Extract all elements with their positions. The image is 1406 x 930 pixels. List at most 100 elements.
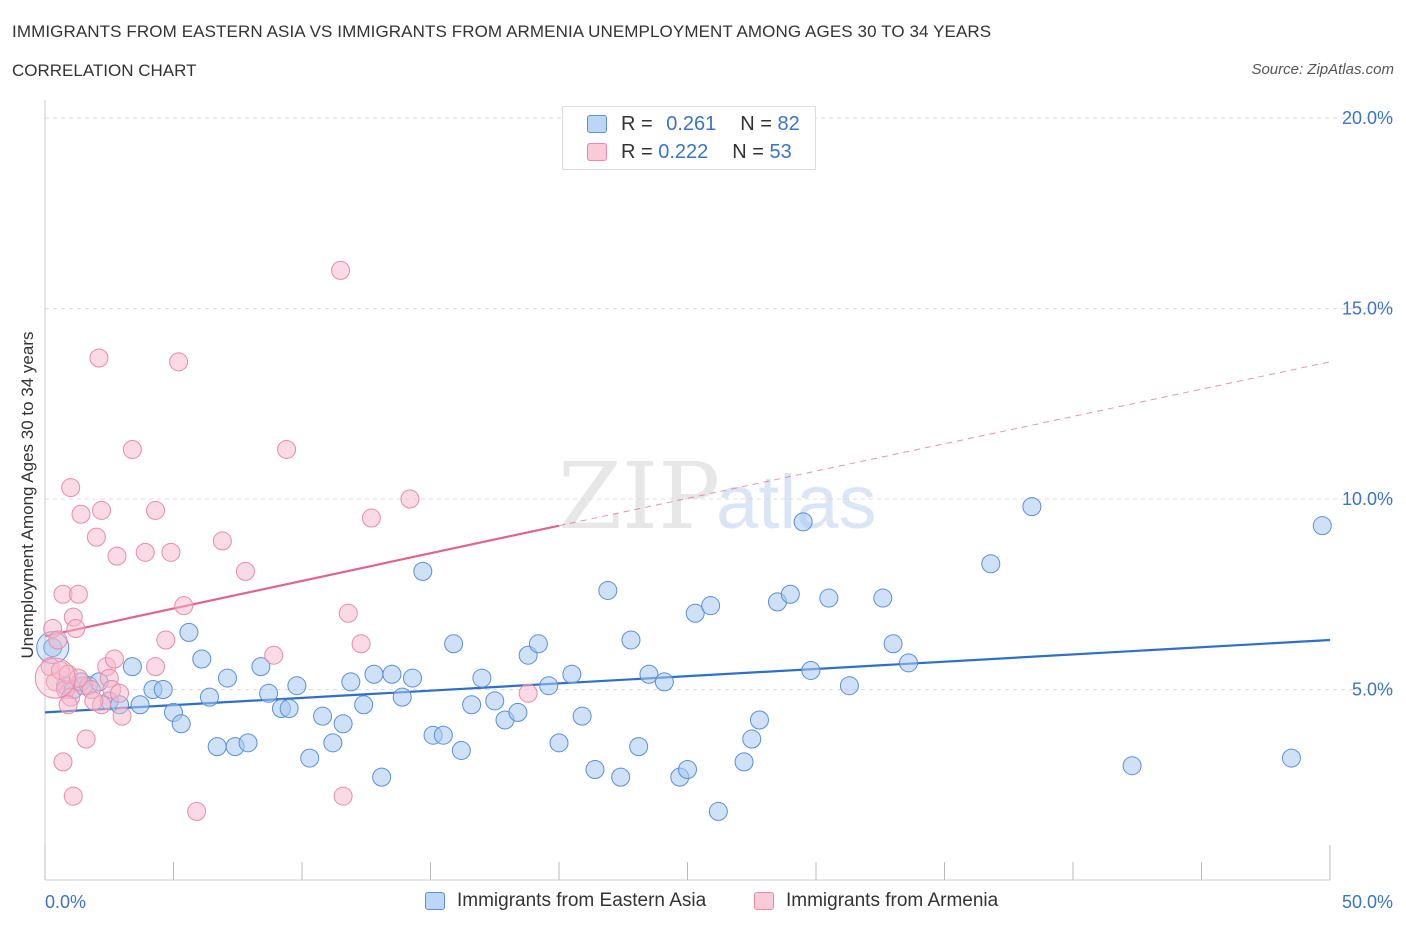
data-point-armenia (112, 706, 132, 726)
data-point-armenia (400, 489, 420, 509)
watermark-atlas: atlas (716, 460, 877, 545)
r-value: 0.222 (658, 140, 709, 163)
data-point-eastern-asia (364, 664, 384, 684)
data-point-eastern-asia (1022, 497, 1042, 517)
data-point-armenia (156, 630, 176, 650)
data-point-armenia (146, 657, 166, 677)
data-point-eastern-asia (585, 760, 605, 780)
data-point-eastern-asia (819, 588, 839, 608)
data-point-eastern-asia (621, 630, 641, 650)
data-point-armenia-cluster (34, 657, 76, 699)
data-point-eastern-asia (372, 767, 392, 787)
n-label: N = (740, 112, 772, 135)
data-point-eastern-asia (678, 760, 697, 780)
data-point-armenia (68, 668, 88, 688)
data-point-eastern-asia (708, 801, 728, 821)
data-point-armenia (169, 352, 189, 372)
data-point-eastern-asia (354, 695, 374, 715)
data-point-armenia (71, 504, 91, 524)
data-point-eastern-asia (279, 699, 299, 719)
data-point-eastern-asia (734, 752, 754, 772)
data-point-armenia (333, 786, 353, 806)
r-value: 0.261 (666, 112, 717, 135)
legend-item-eastern-asia: Immigrants from Eastern Asia (425, 890, 706, 912)
data-point-eastern-asia (300, 748, 320, 768)
data-point-eastern-asia (749, 710, 769, 730)
data-point-eastern-asia (238, 733, 258, 753)
axes (44, 100, 1331, 881)
data-point-eastern-asia (639, 664, 659, 684)
data-point-armenia (110, 683, 130, 703)
data-point-armenia (63, 786, 83, 806)
data-point-eastern-asia (462, 695, 482, 715)
legend-stats: R = 0.261 N = 82 R = 0.222 N = 53 (562, 106, 816, 170)
trend-lines (44, 361, 1331, 714)
data-point-eastern-asia (217, 668, 237, 688)
data-point-armenia (92, 500, 112, 520)
data-point-eastern-asia (251, 657, 271, 677)
x-tick-label: 0.0% (45, 892, 86, 912)
legend-stats-row-armenia: R = 0.222 N = 53 (587, 141, 792, 163)
data-point-eastern-asia (572, 706, 592, 726)
data-point-armenia (146, 500, 166, 520)
legend-label: Immigrants from Armenia (786, 890, 999, 911)
data-point-armenia (187, 801, 207, 821)
data-point-armenia (58, 695, 78, 715)
data-point-armenia (331, 260, 351, 280)
data-point-armenia (264, 645, 284, 665)
data-point-eastern-asia (839, 676, 859, 696)
grid-lines (45, 117, 1395, 690)
legend-swatch-pink (587, 143, 607, 161)
data-point-eastern-asia (780, 584, 800, 604)
data-point-eastern-asia (539, 676, 559, 696)
data-point-eastern-asia (259, 683, 279, 703)
y-tick-label: 10.0% (1342, 489, 1393, 509)
series-armenia (34, 260, 538, 821)
data-point-eastern-asia (122, 657, 142, 677)
data-point-armenia (66, 619, 86, 639)
data-point-eastern-asia (433, 725, 453, 745)
r-label: R = (621, 140, 653, 163)
data-point-eastern-asia (287, 676, 307, 696)
legend-stats-row-eastern-asia: R = 0.261 N = 82 (587, 113, 800, 135)
data-point-eastern-asia (1122, 756, 1142, 776)
data-point-eastern-asia (793, 512, 813, 532)
data-point-armenia (107, 546, 127, 566)
data-point-armenia (277, 439, 297, 459)
data-point-armenia (174, 596, 194, 616)
data-point-eastern-asia (313, 706, 333, 726)
data-point-eastern-asia (981, 554, 1001, 574)
data-point-eastern-asia (508, 702, 528, 722)
data-point-armenia (361, 508, 381, 528)
trend-line-armenia (44, 524, 560, 638)
data-point-eastern-asia (598, 580, 618, 600)
data-point-armenia (161, 542, 181, 562)
data-point-armenia (351, 634, 371, 654)
data-point-eastern-asia (801, 660, 821, 680)
data-point-eastern-asia (403, 668, 423, 688)
data-point-eastern-asia (485, 691, 505, 711)
tick-labels: 5.0% 10.0% 15.0% 20.0% 0.0% 50.0% (45, 108, 1393, 912)
data-point-eastern-asia (899, 653, 919, 673)
data-point-eastern-asia (451, 740, 471, 760)
data-point-eastern-asia (562, 664, 582, 684)
data-point-armenia (338, 603, 358, 623)
data-point-armenia (235, 561, 255, 581)
data-point-armenia (212, 531, 232, 551)
legend-label: Immigrants from Eastern Asia (457, 890, 707, 911)
n-value: 53 (769, 140, 792, 163)
n-label: N = (732, 140, 764, 163)
data-point-eastern-asia (192, 649, 212, 669)
data-point-eastern-asia (1281, 748, 1301, 768)
r-label: R = (621, 112, 653, 135)
y-axis-label: Unemployment Among Ages 30 to 34 years (18, 332, 37, 659)
data-point-eastern-asia (1312, 516, 1332, 536)
data-point-eastern-asia (654, 672, 674, 692)
x-tick-label: 50.0% (1342, 892, 1393, 912)
data-point-eastern-asia (341, 672, 361, 692)
legend-swatch-blue (425, 892, 445, 910)
data-point-eastern-asia (611, 767, 631, 787)
trend-line-eastern-asia (44, 638, 1331, 714)
data-point-eastern-asia (685, 603, 705, 623)
legend-swatch-blue (587, 115, 607, 133)
